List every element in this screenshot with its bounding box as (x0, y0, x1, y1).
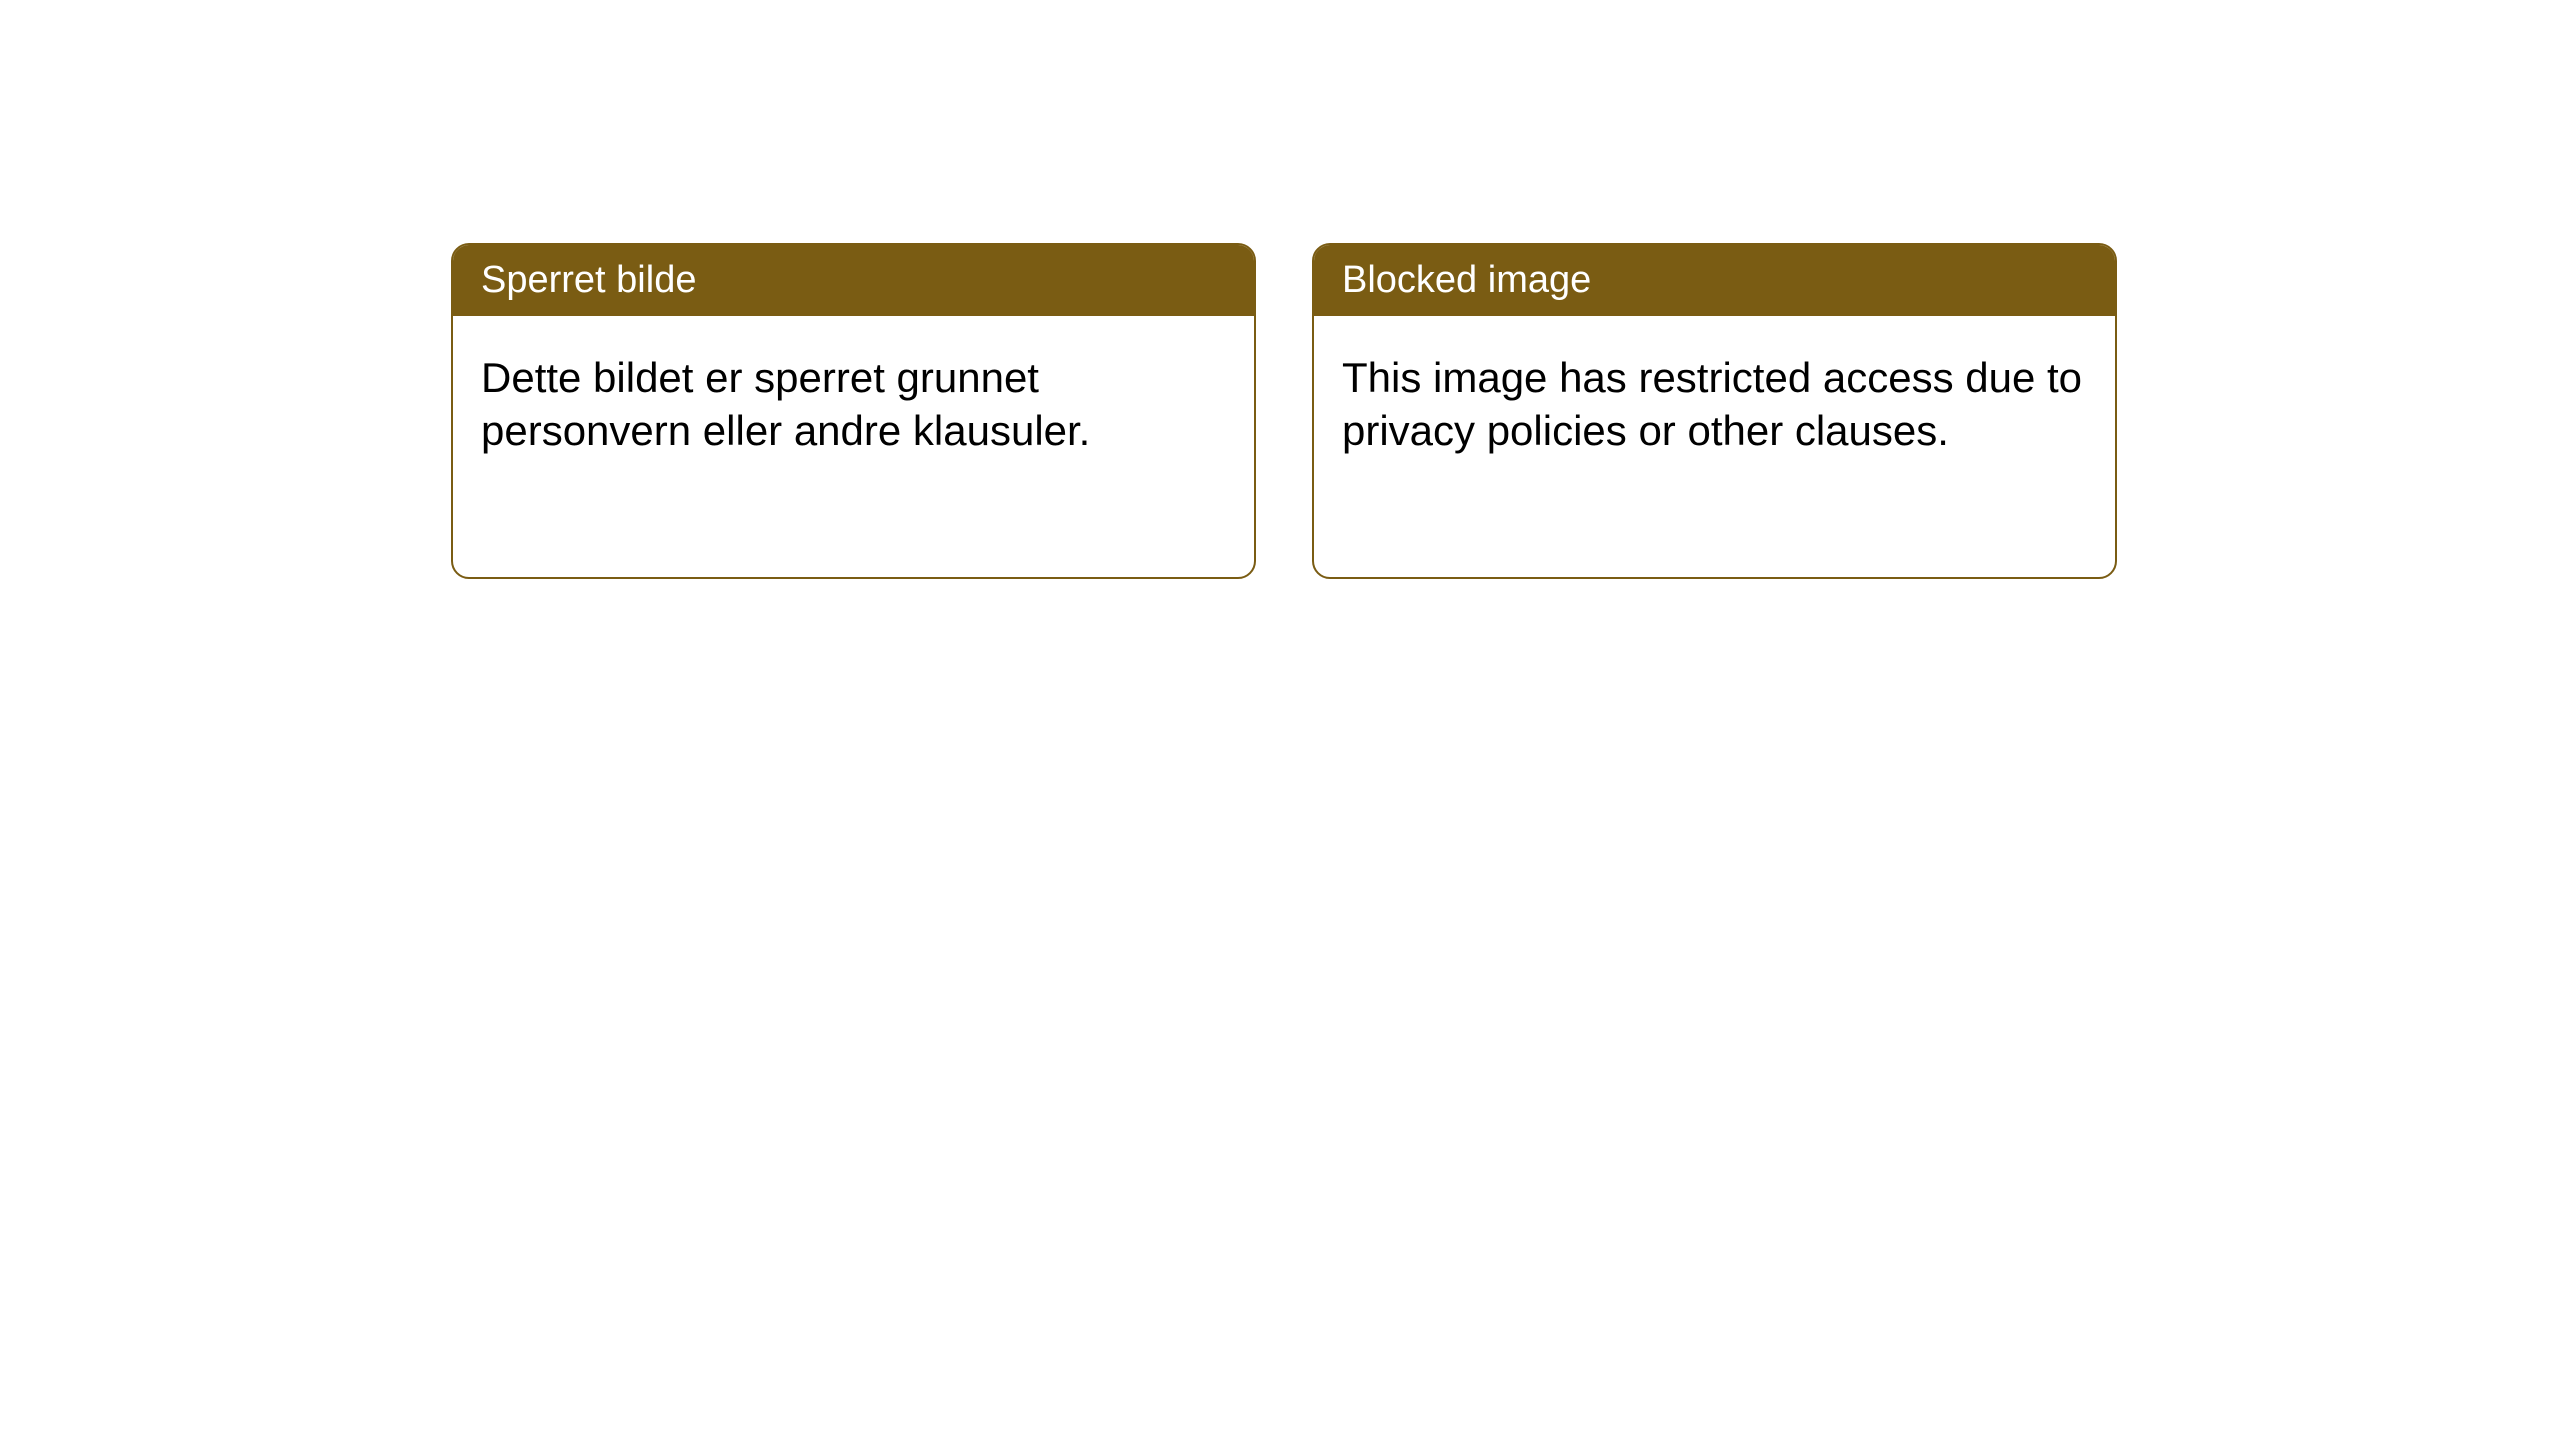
notice-card-english: Blocked image This image has restricted … (1312, 243, 2117, 579)
card-header: Sperret bilde (453, 245, 1254, 316)
card-header: Blocked image (1314, 245, 2115, 316)
card-body: Dette bildet er sperret grunnet personve… (453, 316, 1254, 493)
card-body-text: Dette bildet er sperret grunnet personve… (481, 354, 1090, 454)
card-body: This image has restricted access due to … (1314, 316, 2115, 493)
notice-card-norwegian: Sperret bilde Dette bildet er sperret gr… (451, 243, 1256, 579)
notice-container: Sperret bilde Dette bildet er sperret gr… (451, 243, 2117, 579)
card-title: Blocked image (1342, 259, 1591, 301)
card-body-text: This image has restricted access due to … (1342, 354, 2082, 454)
card-title: Sperret bilde (481, 259, 696, 301)
